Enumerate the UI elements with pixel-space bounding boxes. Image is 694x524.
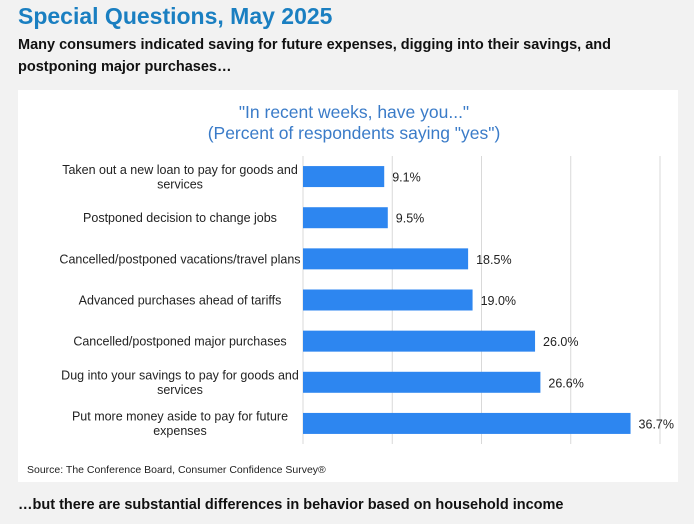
bars — [303, 166, 631, 434]
bar — [303, 330, 536, 352]
intro-text: Many consumers indicated saving for futu… — [18, 37, 612, 75]
category-label: Put more money aside to pay for future ex… — [72, 410, 288, 439]
chart-source: Source: The Conference Board, Consumer C… — [27, 464, 326, 476]
data-label: 9.1% — [392, 171, 421, 185]
data-label: 36.7% — [639, 417, 674, 431]
bar — [303, 248, 469, 270]
bar — [303, 289, 473, 311]
data-label: 18.5% — [476, 253, 511, 267]
data-label: 19.0% — [481, 294, 516, 308]
bar — [303, 371, 541, 393]
category-label: Dug into your savings to pay for goods a… — [61, 369, 299, 398]
category-labels: Taken out a new loan to pay for goods an… — [59, 163, 300, 438]
chart-subtitle: (Percent of respondents saying "yes") — [208, 123, 501, 143]
bar — [303, 166, 385, 188]
category-label: Taken out a new loan to pay for goods an… — [62, 163, 298, 192]
category-label: Postponed decision to change jobs — [83, 211, 277, 225]
bar — [303, 412, 631, 434]
category-label: Cancelled/postponed major purchases — [73, 335, 286, 349]
chart-title: "In recent weeks, have you..." — [239, 102, 469, 122]
chart-panel: Taken out a new loan to pay for goods an… — [18, 90, 678, 482]
page-title: Special Questions, May 2025 — [18, 3, 333, 29]
data-label: 9.5% — [396, 212, 425, 226]
bar-chart: Taken out a new loan to pay for goods an… — [27, 102, 674, 476]
data-labels: 9.1% 9.5% 18.5% 19.0% 26.0% 26.6% 36.7% — [392, 171, 674, 432]
gridlines — [302, 156, 661, 444]
data-label: 26.0% — [543, 335, 578, 349]
outro-text: …but there are substantial differences i… — [18, 497, 564, 513]
data-label: 26.6% — [548, 376, 583, 390]
category-label: Advanced purchases ahead of tariffs — [79, 294, 282, 308]
bar — [303, 207, 388, 229]
category-label: Cancelled/postponed vacations/travel pla… — [59, 252, 300, 266]
